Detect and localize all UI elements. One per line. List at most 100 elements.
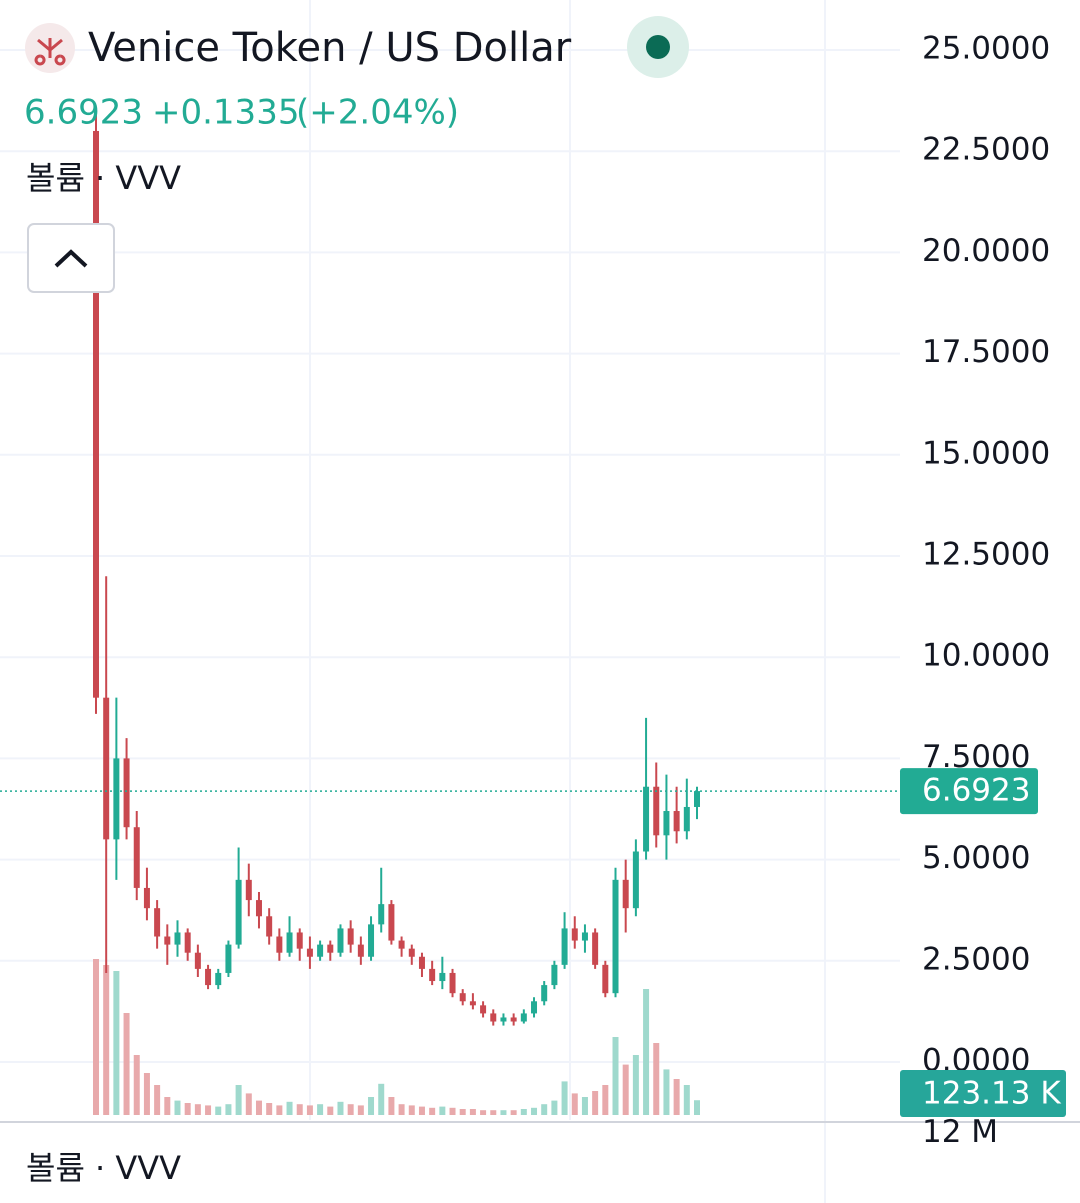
candle-body xyxy=(164,936,171,945)
volume-bar xyxy=(500,1110,507,1115)
candle-body xyxy=(266,916,273,937)
volume-bar xyxy=(164,1097,171,1115)
volume-bar xyxy=(174,1100,181,1115)
candle-body xyxy=(673,811,680,832)
volume-bar xyxy=(592,1091,599,1115)
volume-bar xyxy=(653,1043,660,1115)
price-label-box xyxy=(900,768,1038,815)
volume-legend: 볼륨 · VVV xyxy=(26,159,181,197)
candle-body xyxy=(510,1017,517,1022)
candle-body xyxy=(520,1013,527,1022)
candle-body xyxy=(245,879,252,901)
lower-pane-title: 볼륨 · VVV xyxy=(26,1149,181,1187)
candle-body xyxy=(408,948,415,957)
candle-body xyxy=(255,900,262,917)
volume-bar xyxy=(225,1104,232,1115)
volume-bar xyxy=(215,1106,222,1115)
candle-body xyxy=(225,944,232,973)
volume-bar xyxy=(520,1109,527,1115)
volume-bar xyxy=(133,1055,140,1115)
candle-body xyxy=(133,827,140,888)
volume-bar xyxy=(581,1097,588,1115)
volume-bar xyxy=(612,1037,619,1115)
volume-bar xyxy=(143,1073,150,1115)
vertical-grid xyxy=(309,0,826,1203)
candle-body xyxy=(154,908,161,937)
candle-body xyxy=(276,936,283,953)
candle-body xyxy=(480,1005,487,1014)
candle-body xyxy=(123,758,130,828)
volume-label: 123.13 K xyxy=(922,1076,1061,1112)
candle-body xyxy=(174,932,181,945)
volume-bar xyxy=(255,1100,262,1115)
candle-body xyxy=(643,786,650,852)
volume-bar xyxy=(184,1103,191,1115)
price-change-pct: (+2.04%) xyxy=(296,93,459,133)
y-tick-label: 20.0000 xyxy=(922,233,1050,269)
volume-label-box xyxy=(900,1070,1066,1117)
volume-bar xyxy=(429,1107,436,1115)
candle-body xyxy=(103,697,110,840)
candle-body xyxy=(500,1017,507,1022)
volume-bar xyxy=(123,1013,130,1115)
volume-bar xyxy=(632,1055,639,1115)
volume-bar xyxy=(643,989,650,1115)
volume-bar xyxy=(571,1093,578,1115)
candle-body xyxy=(531,1001,538,1014)
price-label: 6.6923 xyxy=(922,773,1030,809)
volume-bar xyxy=(469,1109,476,1115)
candle-body xyxy=(683,806,690,832)
candle-body xyxy=(571,928,578,941)
volume-bar xyxy=(602,1085,609,1115)
chevron-up xyxy=(54,249,88,268)
volume-bar xyxy=(490,1110,497,1115)
volume xyxy=(93,959,700,1115)
chart-title: Venice Token / US Dollar xyxy=(88,25,572,71)
candle-body xyxy=(184,932,191,953)
volume-bar xyxy=(551,1100,558,1115)
volume-bar xyxy=(694,1100,700,1115)
candle-body xyxy=(296,932,303,949)
candle-body xyxy=(306,948,313,957)
candle-body xyxy=(551,964,558,986)
candle-body xyxy=(622,879,629,909)
volume-bar xyxy=(286,1101,293,1115)
candle-body xyxy=(286,932,293,953)
volume-bar xyxy=(357,1105,364,1115)
y-tick-label: 17.5000 xyxy=(922,334,1050,370)
candle-body xyxy=(632,851,639,909)
candle-body xyxy=(541,985,548,1002)
candle-body xyxy=(205,968,212,986)
y-tick-label: 15.0000 xyxy=(922,435,1050,471)
candle-body xyxy=(490,1013,497,1022)
candle-body xyxy=(215,972,222,986)
candle-body xyxy=(317,944,324,957)
token-icon-glyph xyxy=(34,38,66,66)
volume-bar xyxy=(398,1104,405,1115)
y-tick-label: 10.0000 xyxy=(922,638,1050,674)
candle-body xyxy=(398,940,405,949)
candle-body xyxy=(378,904,385,925)
volume-bar xyxy=(205,1105,212,1115)
collapse-button[interactable] xyxy=(27,223,115,293)
candle-body xyxy=(143,887,150,909)
volume-bar xyxy=(622,1064,629,1115)
candle-body xyxy=(663,811,670,836)
price-change: +0.1335 xyxy=(152,93,299,133)
candle-body xyxy=(357,944,364,957)
volume-bar xyxy=(317,1104,324,1115)
y-tick-label: 22.5000 xyxy=(922,132,1050,168)
candle-body xyxy=(235,879,242,945)
volume-bar xyxy=(327,1106,334,1115)
candle-body xyxy=(602,964,609,994)
volume-bar xyxy=(296,1104,303,1115)
volume-bar xyxy=(194,1104,201,1115)
candles xyxy=(93,110,700,1026)
lower-y-tick-label: 12 M xyxy=(922,1114,998,1150)
candle-body xyxy=(194,952,201,969)
volume-bar xyxy=(378,1083,385,1115)
volume-bar xyxy=(388,1097,395,1115)
candle-body xyxy=(694,791,700,807)
candle-body xyxy=(439,972,446,982)
volume-bar xyxy=(103,965,110,1115)
